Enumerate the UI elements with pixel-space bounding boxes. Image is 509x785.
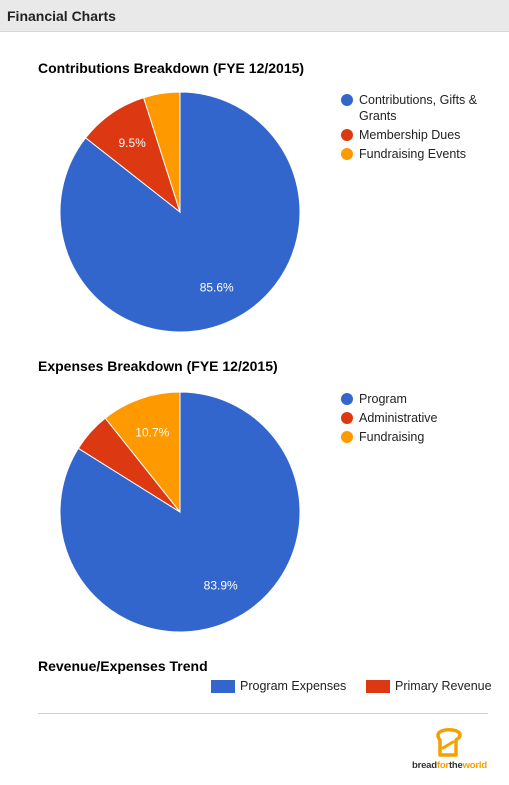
legend-item-program[interactable]: Program xyxy=(341,391,438,407)
pie-data-label-membership-dues: 9.5% xyxy=(118,136,146,150)
contributions-legend: Contributions, Gifts & Grants Membership … xyxy=(341,92,509,165)
legend-label-fundraising-events: Fundraising Events xyxy=(359,147,467,161)
contributions-chart-title: Contributions Breakdown (FYE 12/2015) xyxy=(38,60,305,76)
bread-for-the-world-logo[interactable]: breadfortheworld xyxy=(412,725,492,775)
legend-dot-fundraising xyxy=(341,431,353,443)
expenses-pie-chart: 83.9% 10.7% xyxy=(59,391,301,633)
legend-item-membership-dues[interactable]: Membership Dues xyxy=(341,127,509,143)
legend-item-fundraising[interactable]: Fundraising xyxy=(341,429,438,445)
contributions-pie-chart: 85.6% 9.5% xyxy=(59,91,301,333)
legend-label-contributions-gifts-grants: Contributions, Gifts & Grants xyxy=(359,93,478,123)
trend-swatch-program-expenses xyxy=(211,680,235,693)
expenses-chart-title: Expenses Breakdown (FYE 12/2015) xyxy=(38,358,278,374)
legend-label-membership-dues: Membership Dues xyxy=(359,128,461,142)
pie-slice-fundraising-events[interactable] xyxy=(143,91,181,213)
logo-wordmark: breadfortheworld xyxy=(412,760,487,771)
pie-data-label-contributions-gifts-grants: 85.6% xyxy=(200,281,234,295)
legend-dot-administrative xyxy=(341,412,353,424)
trend-swatch-primary-revenue xyxy=(366,680,390,693)
trend-label-program-expenses: Program Expenses xyxy=(240,679,347,693)
legend-item-fundraising-events[interactable]: Fundraising Events xyxy=(341,146,509,162)
trend-chart-title: Revenue/Expenses Trend xyxy=(38,658,208,674)
panel-header: Financial Charts xyxy=(0,0,509,32)
legend-item-contributions-gifts-grants[interactable]: Contributions, Gifts & Grants xyxy=(341,92,509,124)
legend-label-administrative: Administrative xyxy=(359,411,438,425)
legend-label-program: Program xyxy=(359,392,407,406)
legend-label-fundraising: Fundraising xyxy=(359,430,425,444)
pie-slice-fundraising[interactable] xyxy=(104,391,181,514)
pie-slice-contributions-gifts-grants[interactable] xyxy=(59,91,301,333)
legend-dot-contributions-gifts-grants xyxy=(341,94,353,106)
panel-title: Financial Charts xyxy=(7,8,116,24)
bread-icon xyxy=(436,728,462,757)
pie-data-label-program: 83.9% xyxy=(204,578,238,592)
footer-divider xyxy=(38,713,488,714)
legend-dot-program xyxy=(341,393,353,405)
pie-data-label-fundraising: 10.7% xyxy=(135,426,169,440)
legend-item-administrative[interactable]: Administrative xyxy=(341,410,438,426)
legend-dot-membership-dues xyxy=(341,129,353,141)
expenses-legend: Program Administrative Fundraising xyxy=(341,391,438,448)
legend-dot-fundraising-events xyxy=(341,148,353,160)
trend-label-primary-revenue: Primary Revenue xyxy=(395,679,492,693)
